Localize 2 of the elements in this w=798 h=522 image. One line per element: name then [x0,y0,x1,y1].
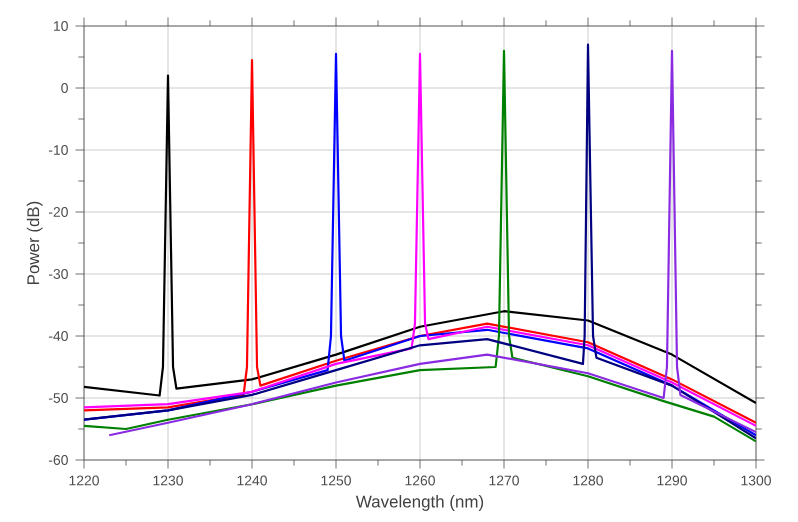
x-axis-title: Wavelength (nm) [355,495,484,511]
y-axis-title: Power (dB) [26,201,43,284]
